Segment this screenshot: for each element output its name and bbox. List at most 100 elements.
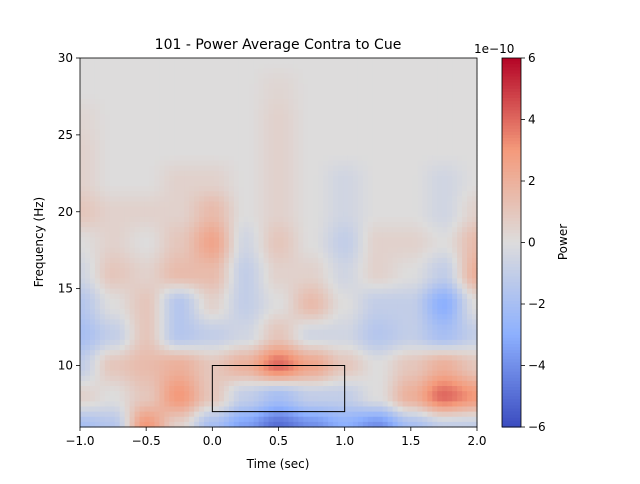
- heatmap-cell: [169, 186, 175, 192]
- heatmap-cell: [397, 355, 404, 361]
- heatmap-cell: [204, 73, 210, 80]
- heatmap-cell: [99, 375, 106, 382]
- heatmap-cell: [204, 237, 210, 244]
- heatmap-cell: [308, 237, 314, 244]
- heatmap-cell: [318, 263, 324, 269]
- heatmap-cell: [209, 334, 215, 341]
- heatmap-cell: [213, 309, 220, 315]
- heatmap-cell: [343, 396, 349, 402]
- heatmap-cell: [104, 232, 111, 238]
- heatmap-cell: [283, 268, 290, 274]
- heatmap-cell: [362, 227, 369, 233]
- heatmap-cell: [323, 314, 329, 320]
- heatmap-cell: [377, 237, 384, 244]
- heatmap-cell: [402, 129, 409, 136]
- heatmap-cell: [367, 309, 374, 315]
- heatmap-cell: [213, 421, 220, 428]
- heatmap-cell: [204, 165, 210, 172]
- heatmap-cell: [422, 104, 428, 110]
- heatmap-cell: [397, 391, 404, 397]
- heatmap-cell: [194, 206, 200, 213]
- heatmap-cell: [218, 309, 225, 315]
- heatmap-cell: [114, 93, 121, 100]
- heatmap-cell: [209, 263, 215, 269]
- heatmap-cell: [223, 114, 230, 121]
- heatmap-cell: [218, 268, 225, 274]
- heatmap-cell: [362, 186, 369, 192]
- heatmap-cell: [392, 232, 399, 238]
- heatmap-cell: [84, 396, 91, 402]
- heatmap-cell: [228, 88, 235, 95]
- heatmap-cell: [268, 99, 275, 105]
- heatmap-cell: [333, 222, 339, 228]
- heatmap-cell: [124, 391, 131, 397]
- heatmap-cell: [109, 222, 116, 228]
- heatmap-cell: [243, 140, 250, 146]
- heatmap-cell: [124, 129, 131, 136]
- heatmap-cell: [273, 93, 280, 100]
- heatmap-cell: [382, 329, 389, 336]
- heatmap-cell: [109, 257, 116, 264]
- heatmap-cell: [367, 145, 374, 151]
- heatmap-cell: [258, 386, 265, 392]
- heatmap-cell: [402, 288, 409, 295]
- heatmap-cell: [228, 78, 235, 85]
- heatmap-cell: [412, 375, 419, 382]
- heatmap-cell: [99, 124, 106, 131]
- heatmap-cell: [199, 324, 205, 331]
- heatmap-cell: [328, 304, 334, 310]
- heatmap-cell: [164, 391, 170, 397]
- heatmap-cell: [184, 329, 190, 336]
- heatmap-cell: [323, 355, 329, 361]
- heatmap-cell: [397, 345, 404, 351]
- heatmap-cell: [204, 360, 210, 367]
- heatmap-cell: [94, 242, 101, 249]
- heatmap-cell: [392, 68, 399, 74]
- heatmap-cell: [338, 186, 344, 192]
- heatmap-cell: [144, 201, 151, 208]
- heatmap-cell: [338, 175, 344, 182]
- heatmap-cell: [154, 155, 160, 162]
- heatmap-cell: [109, 339, 116, 346]
- heatmap-cell: [422, 73, 428, 80]
- heatmap-cell: [352, 201, 359, 208]
- heatmap-cell: [84, 165, 91, 172]
- heatmap-cell: [174, 181, 180, 187]
- heatmap-cell: [323, 339, 329, 346]
- heatmap-cell: [362, 119, 369, 126]
- heatmap-cell: [189, 406, 195, 413]
- heatmap-cell: [80, 396, 86, 402]
- heatmap-cell: [199, 345, 205, 351]
- heatmap-cell: [144, 278, 151, 285]
- heatmap-cell: [194, 401, 200, 408]
- heatmap-cell: [323, 334, 329, 341]
- heatmap-cell: [303, 242, 309, 249]
- heatmap-cell: [367, 216, 374, 223]
- heatmap-cell: [84, 124, 91, 131]
- heatmap-cell: [154, 345, 160, 351]
- heatmap-cell: [129, 155, 136, 162]
- heatmap-cell: [129, 99, 136, 105]
- heatmap-cell: [278, 309, 285, 315]
- heatmap-cell: [323, 175, 329, 182]
- heatmap-cell: [104, 104, 111, 110]
- heatmap-cell: [298, 58, 304, 64]
- heatmap-cell: [372, 211, 379, 218]
- heatmap-cell: [114, 339, 121, 346]
- heatmap-cell: [134, 314, 141, 320]
- heatmap-cell: [238, 247, 245, 254]
- heatmap-cell: [213, 186, 220, 192]
- heatmap-cell: [94, 247, 101, 254]
- heatmap-cell: [94, 386, 101, 392]
- heatmap-cell: [318, 293, 324, 300]
- heatmap-cell: [119, 150, 126, 156]
- heatmap-cell: [278, 99, 285, 105]
- heatmap-cell: [338, 283, 344, 290]
- heatmap-cell: [377, 339, 384, 346]
- heatmap-cell: [387, 99, 394, 105]
- heatmap-cell: [228, 252, 235, 259]
- heatmap-cell: [263, 124, 270, 131]
- heatmap-cell: [323, 406, 329, 413]
- heatmap-cell: [139, 278, 146, 285]
- heatmap-cell: [149, 406, 156, 413]
